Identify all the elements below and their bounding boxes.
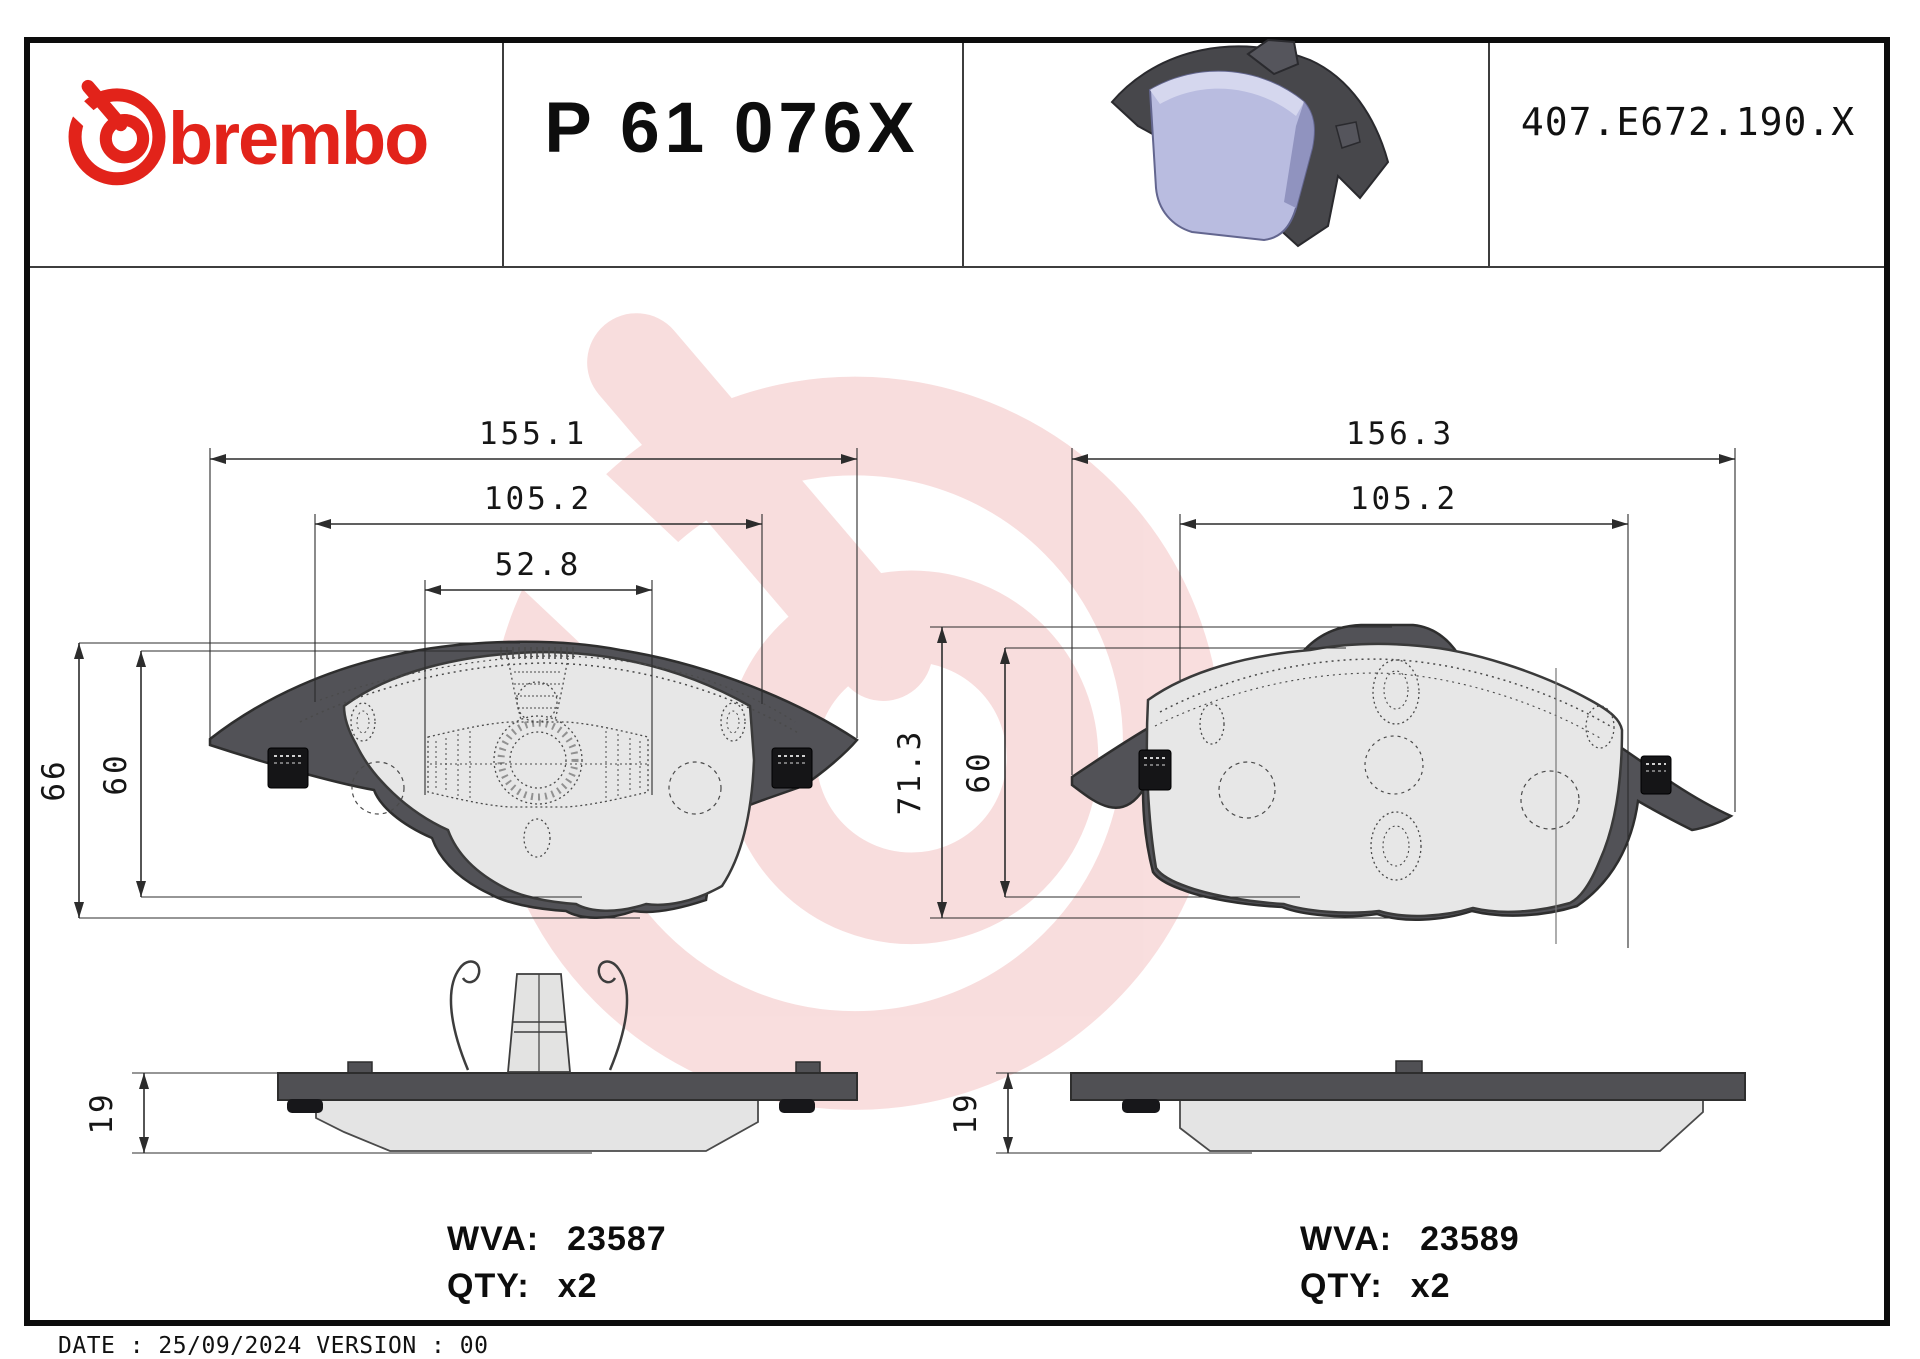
left-pad-dotted-details [299,647,801,858]
brake-pad-3d-illustration [1110,38,1390,248]
right-qty-value: x2 [1410,1267,1451,1305]
left-side-friction [315,1099,759,1152]
dim-right-width-pad: 105.2 [1350,481,1458,517]
left-dimensions [74,448,858,1154]
header-bottom-rule [30,266,1884,268]
left-wva-value: 23587 [567,1220,667,1258]
right-pad-tab-right [1640,755,1672,795]
right-pad-tab-left [1138,749,1172,791]
friction-3d [1148,70,1315,242]
brembo-logo-icon [62,79,166,186]
left-wva-block: WVA: 23587 QTY: x2 [447,1216,667,1310]
right-dimensions [930,448,1736,1154]
right-wva-label: WVA: [1300,1220,1393,1258]
dim-left-height-pad: 60 [98,752,134,795]
left-pad-tab-left [267,747,309,789]
left-pad-friction [342,650,756,912]
left-side-foot-2 [779,1099,815,1113]
left-qty-value: x2 [557,1267,598,1305]
left-pad-tab-right [771,747,813,789]
right-qty-row: QTY: x2 [1300,1263,1520,1310]
dim-left-width-total: 155.1 [479,416,587,452]
dim-right-height-pad: 60 [961,750,997,793]
left-side-backplate [277,1072,858,1101]
dim-right-width-total: 156.3 [1346,416,1454,452]
date-version-line: DATE : 25/09/2024 VERSION : 00 [58,1333,489,1359]
right-pad-dotted-details [1154,658,1615,944]
header-divider-2 [962,43,964,268]
dim-left-width-inner: 52.8 [495,547,582,583]
right-pad-friction [1145,642,1624,918]
dim-right-thickness: 19 [948,1091,984,1134]
dim-left-thickness: 19 [84,1091,120,1134]
left-wva-row: WVA: 23587 [447,1216,667,1263]
left-pad-side-view [277,960,858,1152]
right-side-foot [1122,1099,1160,1113]
header-divider-3 [1488,43,1490,268]
header-divider-1 [502,43,504,268]
drawing-frame [24,37,1890,1326]
right-wva-value: 23589 [1420,1220,1520,1258]
catalog-code: 407.E672.190.X [1520,100,1856,144]
left-qty-row: QTY: x2 [447,1263,667,1310]
right-side-friction [1179,1099,1704,1152]
dim-left-height-total: 66 [36,758,72,801]
left-wva-label: WVA: [447,1220,540,1258]
right-side-backplate [1070,1072,1746,1101]
right-wva-block: WVA: 23589 QTY: x2 [1300,1216,1520,1310]
right-pad-front-view [1070,623,1734,944]
right-pad-side-view [1070,1060,1746,1152]
right-wva-row: WVA: 23589 [1300,1216,1520,1263]
left-side-foot-1 [287,1099,323,1113]
dim-right-height-total: 71.3 [892,729,928,816]
brand-wordmark: brembo [168,97,429,180]
part-code: P 61 076X [544,89,920,168]
left-qty-label: QTY: [447,1267,530,1305]
right-qty-label: QTY: [1300,1267,1383,1305]
left-side-spring-clip [449,960,629,1073]
dim-left-width-pad: 105.2 [484,481,592,517]
